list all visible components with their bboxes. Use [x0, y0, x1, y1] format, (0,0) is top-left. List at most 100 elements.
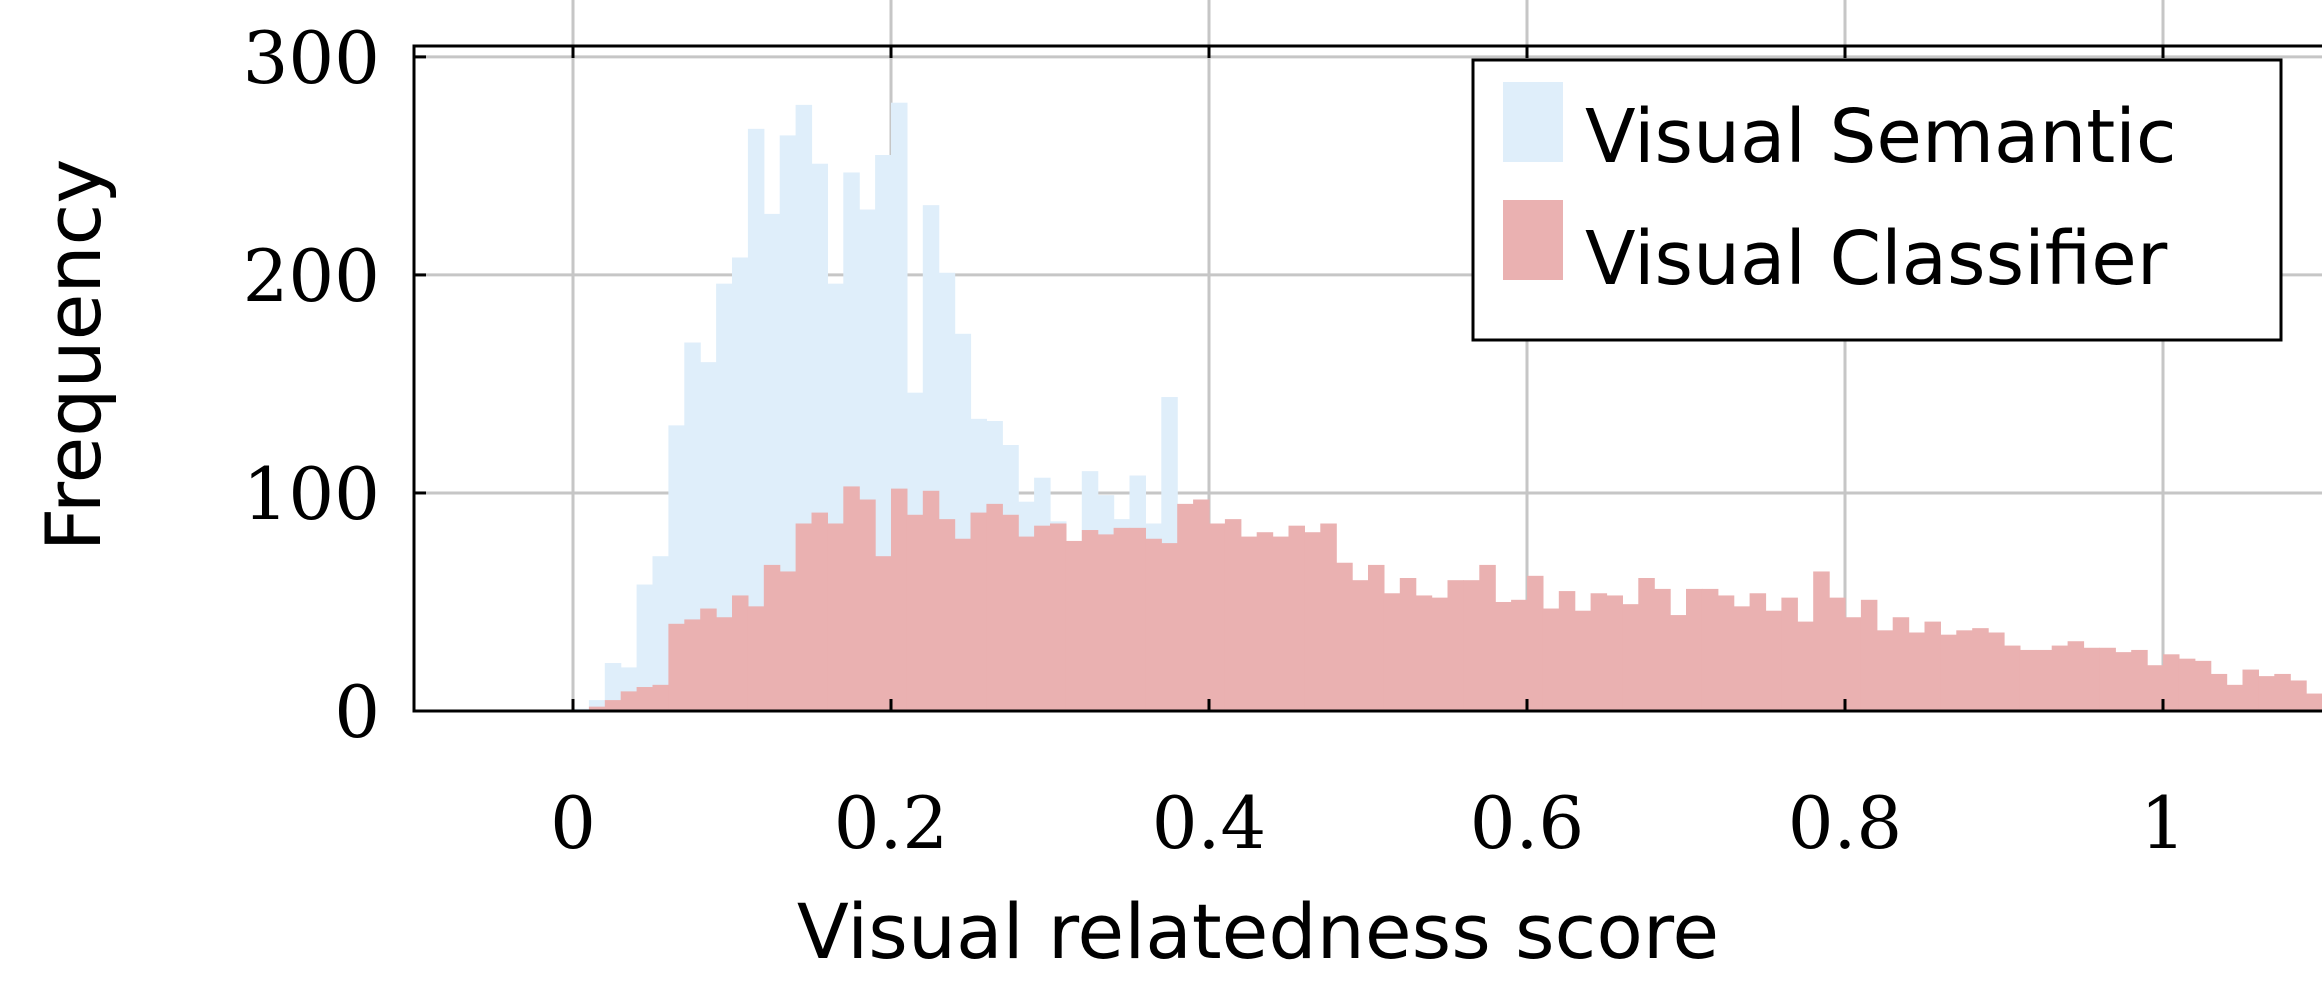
bar-visual-classifier	[2147, 665, 2164, 711]
bar-visual-classifier	[588, 706, 606, 711]
bar-visual-classifier	[954, 538, 972, 711]
bar-visual-classifier	[1209, 523, 1226, 711]
axis-ticks	[414, 46, 2165, 713]
bar-visual-classifier	[1113, 527, 1131, 711]
bar-visual-classifier	[700, 608, 717, 711]
bar-visual-classifier	[2226, 684, 2244, 711]
bar-visual-classifier	[1940, 634, 1957, 711]
x-tick-labels: 0 0.2 0.4 0.6 0.8 1	[550, 781, 2186, 865]
bar-visual-classifier	[1240, 536, 1258, 711]
legend-swatch-visual-semantic	[1503, 82, 1563, 162]
bar-visual-classifier	[1018, 536, 1035, 711]
bar-visual-semantic	[652, 556, 669, 711]
x-tick-label: 1	[2140, 781, 2186, 865]
bar-visual-classifier	[1447, 580, 1464, 711]
bar-visual-classifier	[2194, 660, 2212, 711]
bar-visual-classifier	[2004, 645, 2021, 711]
bar-visual-classifier	[620, 691, 638, 711]
bar-visual-classifier	[1670, 615, 1687, 711]
x-tick-label: 0.6	[1470, 781, 1585, 865]
y-axis-title: Frequency	[29, 159, 118, 552]
bar-visual-classifier	[1797, 621, 1814, 711]
bar-visual-classifier	[1129, 527, 1146, 711]
bar-visual-classifier	[1161, 543, 1178, 711]
bar-visual-classifier	[827, 523, 844, 711]
bar-visual-classifier	[1399, 578, 1417, 711]
x-tick-label: 0	[550, 781, 596, 865]
legend-label-visual-classifier: Visual Classifier	[1585, 216, 2168, 302]
bar-visual-classifier	[1479, 564, 1496, 711]
bar-visual-classifier	[1352, 580, 1369, 711]
bar-visual-classifier	[875, 556, 892, 711]
bar-visual-classifier	[1002, 514, 1019, 711]
bar-visual-classifier	[1781, 597, 1798, 711]
bar-visual-classifier	[1606, 595, 1623, 711]
bar-visual-classifier	[986, 503, 1003, 711]
bar-visual-classifier	[2019, 649, 2037, 711]
bar-visual-classifier	[1654, 588, 1671, 711]
bar-visual-classifier	[2306, 693, 2322, 711]
bar-visual-classifier	[2242, 669, 2259, 711]
bar-visual-classifier	[1558, 591, 1576, 711]
bar-visual-classifier	[747, 606, 765, 711]
bar-visual-classifier	[922, 490, 940, 711]
bar-visual-classifier	[1193, 499, 1210, 711]
bar-visual-classifier	[1765, 610, 1782, 711]
bar-visual-semantic	[604, 663, 622, 711]
legend-label-visual-semantic: Visual Semantic	[1585, 94, 2177, 180]
bar-visual-classifier	[1415, 595, 1433, 711]
series-visual-classifier	[588, 486, 2322, 711]
bar-visual-classifier	[1733, 606, 1751, 711]
bar-visual-classifier	[1956, 630, 1973, 711]
bar-visual-classifier	[604, 700, 622, 711]
bar-visual-classifier	[1860, 599, 1878, 711]
bar-visual-classifier	[1097, 534, 1115, 711]
bar-visual-classifier	[1686, 588, 1703, 711]
bar-visual-classifier	[859, 499, 876, 711]
bar-visual-classifier	[668, 623, 685, 711]
bar-visual-semantic	[684, 342, 701, 711]
legend: Visual Semantic Visual Classifier	[1471, 58, 2283, 342]
bar-visual-classifier	[1224, 519, 1242, 711]
bar-visual-classifier	[1908, 632, 1926, 711]
bar-visual-classifier	[2210, 673, 2228, 711]
bar-visual-classifier	[1574, 610, 1592, 711]
bar-visual-classifier	[970, 512, 987, 711]
bar-visual-classifier	[2099, 647, 2116, 711]
y-tick-label: 100	[243, 452, 380, 536]
bar-visual-classifier	[2131, 649, 2148, 711]
bar-visual-classifier	[891, 488, 908, 711]
bar-visual-classifier	[2178, 658, 2196, 711]
bar-visual-classifier	[1272, 536, 1290, 711]
bar-visual-classifier	[1081, 530, 1099, 711]
bar-visual-classifier	[1145, 538, 1162, 711]
x-tick-label: 0.8	[1788, 781, 1903, 865]
bar-visual-classifier	[1749, 593, 1767, 711]
bar-visual-classifier	[1622, 604, 1639, 711]
bar-visual-classifier	[732, 595, 749, 711]
bar-visual-semantic	[779, 135, 797, 712]
bar-visual-classifier	[1972, 628, 1989, 711]
bar-visual-classifier	[1320, 523, 1337, 711]
bar-visual-classifier	[1463, 580, 1480, 711]
x-axis-title: Visual relatedness score	[797, 887, 1719, 976]
bar-visual-classifier	[636, 687, 654, 711]
bar-visual-classifier	[906, 514, 924, 711]
bar-visual-classifier	[1829, 597, 1846, 711]
y-tick-labels: 0 100 200 300	[243, 16, 380, 754]
bar-visual-classifier	[2051, 645, 2069, 711]
bar-visual-classifier	[1924, 621, 1941, 711]
bar-visual-classifier	[2274, 673, 2291, 711]
bar-visual-classifier	[843, 486, 860, 711]
bar-visual-semantic	[636, 584, 654, 711]
bar-visual-classifier	[1177, 503, 1194, 711]
bar-visual-classifier	[1034, 525, 1051, 711]
bar-visual-classifier	[1701, 588, 1719, 711]
x-tick-label: 0.4	[1152, 781, 1267, 865]
bar-visual-classifier	[2163, 654, 2180, 711]
bar-visual-classifier	[1813, 571, 1830, 711]
bar-visual-classifier	[1527, 575, 1544, 711]
bar-visual-classifier	[1988, 632, 2005, 711]
bar-visual-semantic	[588, 700, 606, 711]
